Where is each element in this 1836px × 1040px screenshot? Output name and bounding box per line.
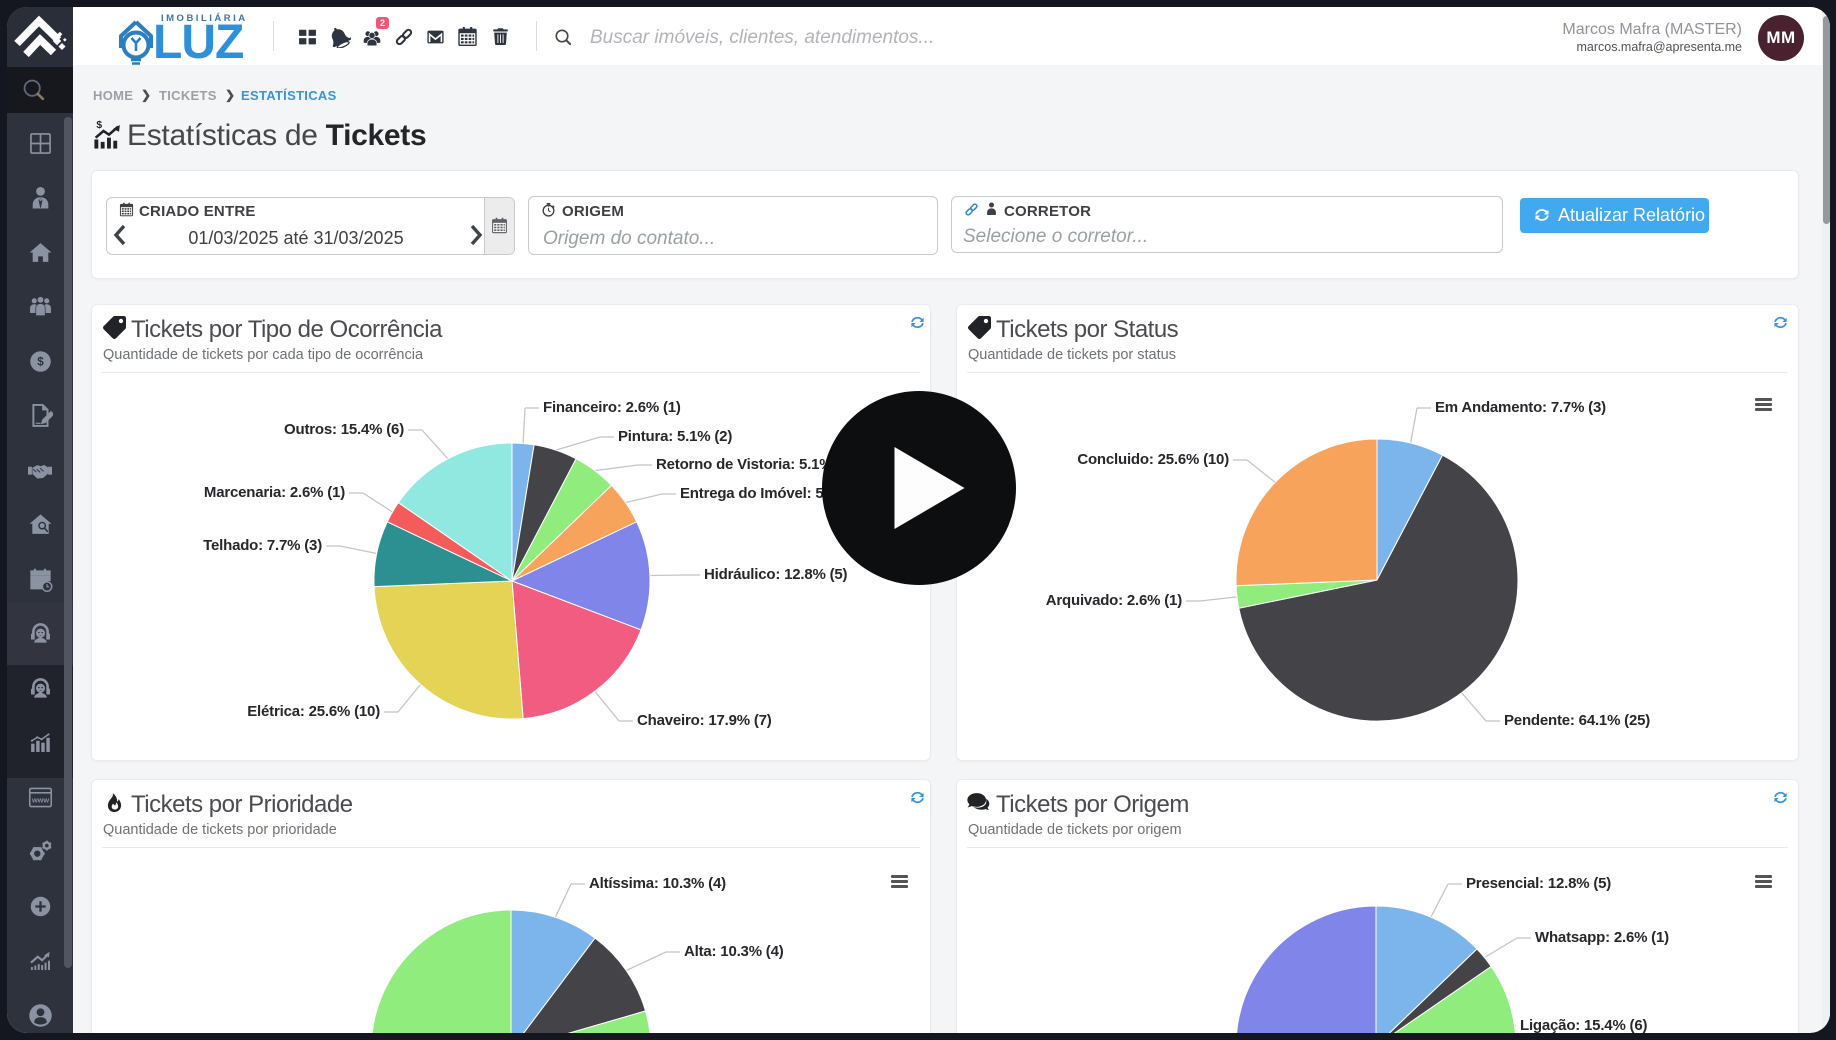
svg-text:$: $ bbox=[37, 355, 44, 368]
svg-text:$: $ bbox=[96, 120, 102, 131]
svg-text:www: www bbox=[30, 795, 48, 804]
